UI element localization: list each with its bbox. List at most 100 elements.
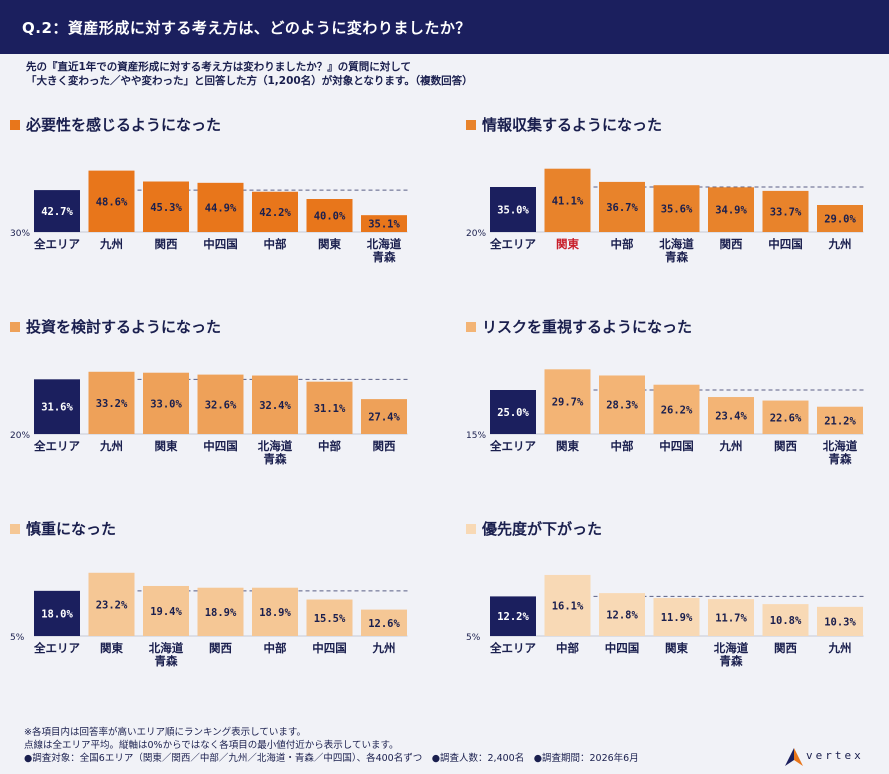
bar-value-label: 36.7% [606,202,638,214]
bar [361,399,407,434]
category-label: 九州 [372,641,396,655]
bar [306,599,353,636]
chart-necessity: 必要性を感じるようになった 30% 42.7% 全エリア 48.6% 九州 45.3% 関西… [10,114,430,284]
bar-value-label: 16.1% [552,600,584,612]
category-label: 関西 [209,641,232,655]
category-label: 関西 [774,641,797,655]
category-label: 中部 [611,439,634,453]
bar-value-label: 15.5% [314,613,346,625]
category-label: 北海道 [714,641,749,655]
vertex-logo-icon [785,748,803,766]
chart-title: リスクを重視するようになった [466,316,692,337]
category-label: 全エリア [489,237,536,251]
bar [88,572,135,636]
bar [708,599,754,636]
chart-title: 投資を検討するようになった [10,316,221,337]
bar [762,400,809,434]
bar-value-label: 44.9% [205,202,237,214]
bar-value-label: 35.6% [661,204,693,216]
category-label: 北海道 [367,237,402,251]
footer-note-1: ※各項目内は回答率が高いエリア順にランキング表示しています。 [24,727,306,738]
bar [143,372,189,434]
footer-note-2: 点線は全エリア平均。縦軸は0%からではなく各項目の最小値付近から表示しています。 [24,740,399,751]
footer-notes: ※各項目内は回答率が高いエリア順にランキング表示しています。 点線は全エリア平均… [24,726,639,765]
category-label: 中部 [556,641,579,655]
bar-value-label: 27.4% [368,412,400,424]
category-label: 九州 [99,439,123,453]
bar-value-label: 10.8% [770,615,802,627]
category-label: 中部 [264,641,287,655]
bar [708,397,754,434]
bar [544,168,591,232]
bar-value-label: 21.2% [824,415,856,427]
y-axis-min-label: 30% [10,229,30,239]
bar [599,181,645,232]
y-axis-min-label: 5% [10,633,25,643]
bar-value-label: 34.9% [715,205,747,217]
bar-value-label: 35.1% [368,219,400,231]
bar-value-label: 22.6% [770,412,802,424]
bar-value-label: 33.2% [96,398,128,410]
legend-square-icon [10,321,20,332]
bar-value-label: 18.0% [41,608,73,620]
category-label: 関東 [318,237,341,251]
category-label: 関西 [774,439,797,453]
bar [544,369,591,434]
category-label: 青森 [665,250,688,264]
y-axis-min-label: 15% [466,431,486,441]
category-label: 中四国 [203,237,238,251]
bar [599,375,645,434]
bar-chart-svg: 15% 25.0% 全エリア 29.7% 関東 28.3% 中部 26.2% 中四国 23.4% 九… [466,369,864,466]
category-label: 北海道 [258,439,293,453]
bar-value-label: 18.9% [259,607,291,619]
bar [252,375,298,434]
legend-square-icon [466,321,476,332]
vertex-logo: vertex [784,746,874,768]
chart-title-text: 投資を検討するようになった [26,318,222,336]
bar-value-label: 23.2% [96,599,128,611]
bar-value-label: 28.3% [606,400,638,412]
category-label: 北海道 [149,641,184,655]
legend-square-icon [466,523,476,534]
bar [143,181,189,232]
bar-value-label: 42.2% [259,207,291,219]
bar-chart-svg: 20% 31.6% 全エリア 33.2% 九州 33.0% 関東 32.6% 中四国 32.4% 北… [10,371,408,466]
bar [88,170,135,232]
y-axis-min-label: 20% [10,431,30,441]
bar-value-label: 32.6% [205,399,237,411]
chart-cautious: 慎重になった 5% 18.0% 全エリア 23.2% 関東 19.4% 北海道 青森 18.9%… [10,518,430,688]
bar [817,205,863,232]
chart-title-text: 慎重になった [26,520,117,538]
category-label: 青森 [720,654,743,668]
bar [544,574,591,636]
bar-value-label: 26.2% [661,404,693,416]
bar [762,190,809,232]
bar-value-label: 12.8% [606,610,638,622]
bar [143,585,189,636]
logo-wordmark: vertex [806,749,864,762]
bar [361,609,407,636]
bar [34,190,80,232]
bar-value-label: 18.9% [205,607,237,619]
category-label: 青森 [373,250,396,264]
bar-value-label: 35.0% [497,205,529,217]
category-label: 関東 [665,641,688,655]
legend-square-icon [10,523,20,534]
intro-line-2: 「大きく変わった／やや変わった」と回答した方（1,200名）が対象となります。（… [26,75,473,87]
chart-title-text: 情報収集するようになった [482,116,663,134]
bar-chart-svg: 30% 42.7% 全エリア 48.6% 九州 45.3% 関西 44.9% 中四国 42.2% 中… [10,170,408,264]
category-label: 中四国 [203,439,238,453]
intro-text: 先の『直近1年での資産形成に対する考え方は変わりましたか？』の質問に対して 「大… [26,60,473,88]
bar [653,185,700,232]
category-label: 中部 [264,237,287,251]
bar-value-label: 45.3% [150,202,182,214]
bar [490,596,536,636]
bar-value-label: 19.4% [150,606,182,618]
category-label: 関東 [556,237,579,251]
category-label: 青森 [264,452,287,466]
chart-investment: 投資を検討するようになった 20% 31.6% 全エリア 33.2% 九州 33.0% 関東… [10,316,430,486]
category-label: 九州 [719,439,743,453]
category-label: 中四国 [605,641,640,655]
bar-value-label: 11.9% [661,612,693,624]
